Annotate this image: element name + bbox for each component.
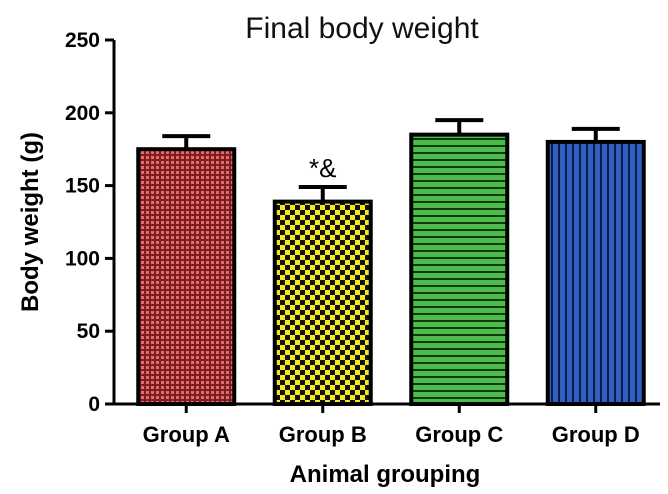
bar-group-a <box>136 147 237 406</box>
x-tick-label: Group D <box>552 422 640 447</box>
x-axis-label: Animal grouping <box>290 461 481 488</box>
y-tick-label: 200 <box>65 102 100 125</box>
bar-group-b <box>272 199 373 406</box>
bars: *& <box>136 118 646 406</box>
significance-annotation: *& <box>309 153 336 183</box>
chart-title: Final body weight <box>245 12 479 45</box>
axes: 0 50 100 150 200 250 Group A Group B Group C Grou… <box>65 29 660 447</box>
bar-group-d <box>545 139 646 406</box>
bar-group-c <box>409 132 510 406</box>
x-tick-label: Group A <box>143 422 230 447</box>
y-tick-label: 100 <box>65 247 100 270</box>
y-axis-label: Body weight (g) <box>17 132 44 312</box>
x-tick-label: Group C <box>415 422 503 447</box>
x-tick-label: Group B <box>279 422 367 447</box>
y-tick-label: 50 <box>77 320 100 343</box>
y-tick-label: 0 <box>88 393 100 416</box>
y-tick-label: 150 <box>65 175 100 198</box>
y-tick-label: 250 <box>65 29 100 52</box>
